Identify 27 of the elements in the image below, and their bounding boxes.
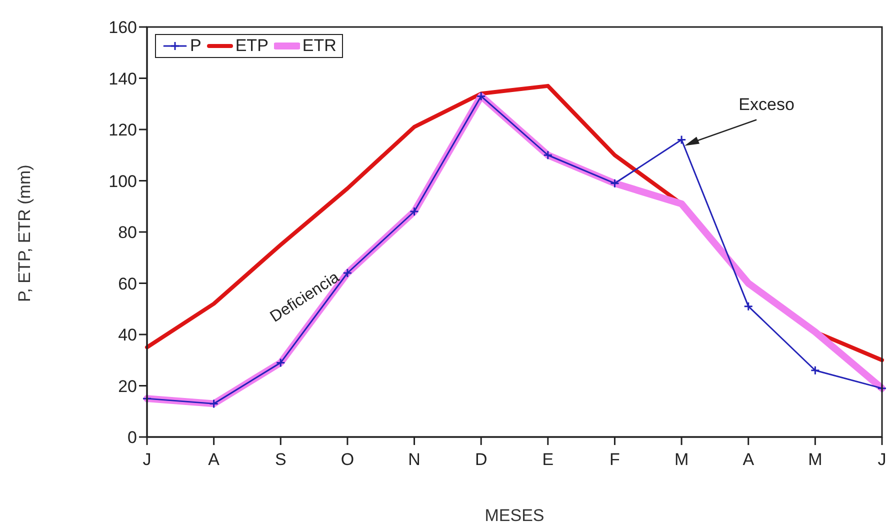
y-tick-label: 120 [108, 120, 137, 140]
legend-label: ETP [234, 36, 268, 56]
y-tick-label: 0 [128, 428, 137, 448]
y-tick-label: 60 [118, 274, 137, 294]
x-tick-label: J [878, 450, 886, 470]
y-tick-label: 140 [108, 69, 137, 88]
x-tick-label: N [408, 450, 420, 470]
y-tick-label: 160 [108, 18, 137, 38]
legend-label: ETR [301, 36, 336, 56]
x-tick-label: F [610, 450, 620, 470]
x-tick-label: E [542, 450, 554, 470]
y-tick-label: 40 [118, 326, 137, 345]
legend-label: P [189, 36, 202, 56]
y-tick-label: 80 [118, 223, 137, 242]
x-tick-label: M [808, 450, 822, 470]
annotation: Exceso [738, 94, 794, 114]
x-tick-label: D [474, 450, 488, 470]
x-tick-label: M [674, 450, 689, 470]
y-tick-label: 100 [108, 172, 137, 191]
y-axis-title: P, ETP, ETR (mm) [15, 164, 34, 302]
x-tick-label: J [142, 450, 152, 470]
x-axis-title: MESES [484, 506, 544, 525]
x-tick-label: A [742, 450, 755, 470]
x-tick-label: S [274, 450, 286, 470]
x-tick-label: O [340, 450, 354, 470]
y-tick-label: 20 [118, 376, 137, 396]
x-tick-label: A [208, 450, 220, 470]
